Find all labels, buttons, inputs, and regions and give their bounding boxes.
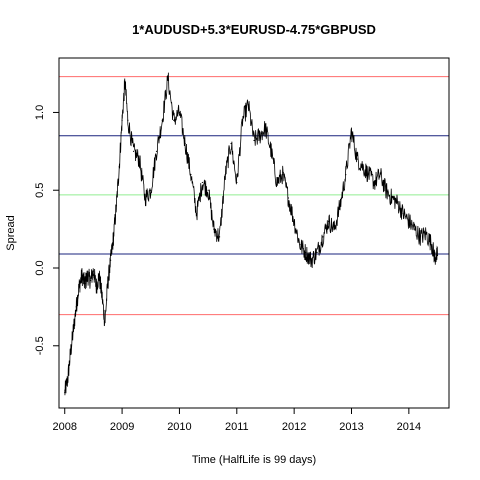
data-point [178,111,181,114]
data-point [138,158,140,160]
chart-title: 1*AUDUSD+5.3*EURUSD-4.75*GBPUSD [132,22,376,37]
data-point [293,220,295,222]
reference-lines [59,76,449,316]
data-point [144,197,146,199]
data-point [362,166,364,168]
data-point [241,119,244,121]
data-point [436,254,439,257]
data-point [299,244,301,246]
x-tick-label: 2011 [225,421,249,433]
data-point [396,202,398,204]
data-point [89,279,92,282]
data-point [112,236,115,238]
data-point [282,174,284,176]
data-point [124,80,126,82]
data-point [391,197,393,199]
data-point [270,150,272,152]
data-point [64,391,66,394]
data-point [196,212,198,215]
data-point [95,286,97,288]
x-tick-label: 2010 [167,421,191,433]
data-point [368,174,370,176]
data-point [190,174,192,176]
data-point [218,236,221,238]
data-point [419,236,421,238]
data-point [434,256,436,258]
x-tick-label: 2009 [110,421,134,433]
data-point [276,181,278,184]
data-point [118,166,120,168]
data-point [115,205,117,207]
data-point [425,233,427,235]
data-point [322,236,324,238]
data-point [121,119,123,121]
data-point [373,181,376,184]
data-point [69,352,72,355]
data-point [75,306,77,308]
data-point [379,174,381,176]
data-point [339,205,341,207]
data-point [305,251,307,254]
data-point [287,197,290,199]
data-point [87,275,89,277]
x-axis-label: Time (HalfLife is 99 days) [192,454,316,466]
data-point [92,270,95,272]
data-point [356,158,358,160]
y-axis: -0.5 0.0 0.5 1.0 [34,105,60,355]
x-tick-label: 2014 [397,421,421,433]
data-point [408,220,410,222]
data-point [161,119,163,121]
data-point [104,321,106,324]
data-point [264,127,267,129]
data-point [101,295,103,297]
y-tick-label: -0.5 [34,336,46,355]
data-point [385,189,387,191]
data-point [350,130,353,132]
data-point [78,286,80,288]
data-point [316,251,318,254]
y-axis-label: Spread [5,215,17,250]
data-point [167,77,169,79]
y-tick-label: 0.0 [34,260,46,275]
data-point [413,228,416,230]
data-point [72,329,74,331]
x-tick-label: 2013 [339,421,363,433]
data-point [327,220,330,222]
x-tick-label: 2008 [52,421,76,433]
data-point [224,174,226,176]
data-point [236,181,238,184]
data-point [127,119,129,121]
data-point [173,119,175,121]
x-tick-label: 2012 [282,421,306,433]
data-point [213,228,215,230]
data-point [247,104,249,106]
data-point [110,259,112,261]
data-point [310,259,312,261]
data-point [431,244,433,246]
data-point [84,282,86,285]
y-tick-label: 0.5 [34,183,46,198]
data-point [207,189,209,191]
data-point [155,150,158,152]
data-point [98,275,100,277]
data-point [402,212,404,215]
y-tick-label: 1.0 [34,105,46,120]
data-point [230,142,232,145]
data-point [67,379,69,381]
data-point [333,228,335,230]
series-line-0 [64,72,438,396]
data-point [345,174,347,176]
x-axis: 2008 2009 2010 2011 2012 2013 2014 [52,407,421,433]
data-point [81,275,83,277]
data-point [132,150,135,152]
data-point [150,189,152,191]
data-point [184,142,186,145]
data-point [107,282,109,285]
data-point [259,135,261,137]
data-point [201,181,203,184]
data-point [253,139,255,142]
series-layer [64,72,439,396]
